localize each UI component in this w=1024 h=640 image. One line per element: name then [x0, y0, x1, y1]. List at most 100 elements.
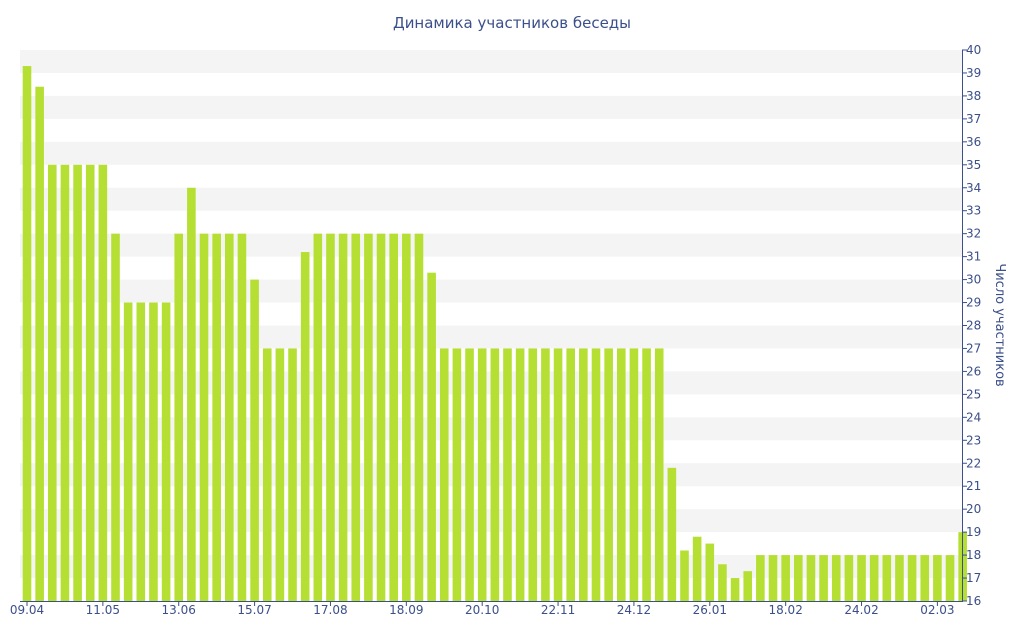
bar: [98, 164, 108, 601]
bar: [794, 555, 803, 601]
bar: [427, 272, 436, 601]
grid-band: [20, 233, 962, 257]
y-tick-label: 23: [966, 433, 981, 447]
bar: [326, 233, 335, 601]
y-tick-label: 26: [966, 364, 981, 378]
bar: [313, 233, 323, 601]
bar: [743, 571, 753, 601]
bar: [225, 233, 234, 601]
bar: [199, 233, 209, 601]
bar: [541, 348, 550, 601]
bar: [553, 348, 563, 601]
bar: [237, 233, 247, 601]
bar: [857, 555, 866, 601]
y-tick-label: 18: [966, 548, 981, 562]
grid-band: [20, 95, 962, 119]
bar: [756, 555, 765, 601]
bar: [895, 555, 904, 601]
bar: [477, 348, 487, 601]
bar: [338, 233, 348, 601]
bar: [781, 555, 790, 601]
bar: [161, 302, 171, 601]
grid-band: [20, 50, 962, 73]
bar: [136, 302, 146, 601]
bar: [149, 302, 158, 601]
bar: [933, 555, 942, 601]
x-tick-label: 24.02: [844, 603, 878, 617]
bar: [250, 279, 259, 601]
bar: [22, 66, 32, 602]
y-tick-label: 21: [966, 479, 981, 493]
y-tick-label: 27: [966, 341, 981, 355]
x-tick-label: 13.06: [162, 603, 196, 617]
bar: [566, 348, 576, 601]
bar: [212, 233, 221, 601]
x-tick-label: 22.11: [541, 603, 575, 617]
y-tick-label: 40: [966, 43, 981, 57]
y-tick-label: 37: [966, 112, 981, 126]
x-tick-label: 02.03: [920, 603, 954, 617]
bar: [604, 348, 613, 601]
bar: [882, 555, 892, 601]
bar: [300, 252, 310, 602]
grid-band: [20, 325, 962, 349]
bar: [351, 233, 361, 601]
bar: [768, 555, 778, 601]
y-tick-label: 30: [966, 273, 981, 287]
y-tick-label: 38: [966, 89, 981, 103]
y-tick-label: 20: [966, 502, 981, 516]
bar: [819, 555, 828, 601]
x-tick-label: 17.08: [313, 603, 347, 617]
bar: [907, 555, 917, 601]
bar: [85, 164, 95, 601]
bar: [60, 164, 70, 601]
y-tick-label: 16: [966, 594, 981, 608]
bar: [414, 233, 424, 601]
x-tick-label: 26.01: [693, 603, 727, 617]
y-tick-label: 32: [966, 227, 981, 241]
y-tick-label: 25: [966, 387, 981, 401]
bar: [73, 164, 82, 601]
bar: [680, 550, 689, 601]
y-tick-label: 33: [966, 204, 981, 218]
bar: [730, 578, 740, 601]
bar: [831, 555, 841, 601]
bar: [629, 348, 639, 601]
bar: [439, 348, 449, 601]
bar: [47, 164, 57, 601]
y-tick-label: 35: [966, 158, 981, 172]
bar: [920, 555, 930, 601]
grid-band: [20, 187, 962, 211]
bar: [288, 348, 297, 601]
x-tick-label: 20.10: [465, 603, 499, 617]
y-axis-label: Число участников: [992, 263, 1007, 386]
bar: [692, 536, 702, 601]
bar: [705, 543, 715, 601]
bar: [515, 348, 525, 601]
y-axis-ticks: 16 17 18 19 20 21 22 23 24 25 26 27 28 29 30 31 32 33 34 35…: [962, 43, 981, 608]
y-tick-label: 39: [966, 66, 981, 80]
bar: [174, 233, 184, 601]
bar: [490, 348, 500, 601]
bar: [402, 233, 411, 601]
bar: [654, 348, 664, 601]
bar: [591, 348, 601, 601]
grid-band: [20, 141, 962, 165]
x-tick-label: 24.12: [617, 603, 651, 617]
y-tick-label: 22: [966, 456, 981, 470]
bar: [616, 348, 626, 601]
y-tick-label: 31: [966, 250, 981, 264]
bar: [275, 348, 285, 601]
bar: [667, 467, 677, 601]
x-axis-ticks: 09.04 11.05 13.06 15.07 17.08 18.09 20.10 22.11…: [10, 601, 955, 617]
y-tick-label: 36: [966, 135, 981, 149]
y-tick-label: 17: [966, 571, 981, 585]
bar: [503, 348, 512, 601]
bar: [579, 348, 588, 601]
bar: [718, 564, 727, 601]
y-tick-label: 28: [966, 319, 981, 333]
bar: [869, 555, 879, 601]
x-tick-label: 09.04: [10, 603, 44, 617]
bar: [376, 233, 386, 601]
